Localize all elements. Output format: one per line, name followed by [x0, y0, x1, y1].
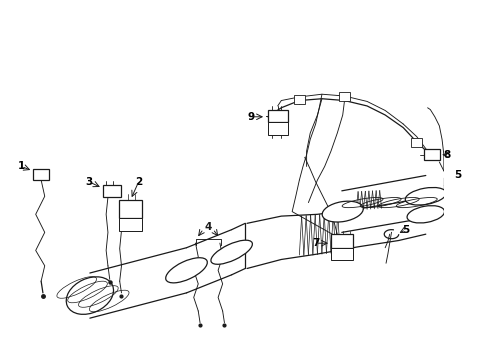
Text: 5: 5: [454, 171, 461, 180]
Text: 1: 1: [18, 161, 25, 171]
Ellipse shape: [211, 240, 252, 264]
Bar: [487, 287, 490, 307]
Bar: [331, 248, 353, 260]
Bar: [268, 109, 288, 122]
Text: 7: 7: [312, 238, 319, 248]
Bar: [33, 169, 49, 180]
Ellipse shape: [405, 188, 446, 205]
Ellipse shape: [322, 201, 363, 222]
Bar: [268, 122, 288, 135]
Bar: [119, 218, 142, 230]
Text: 8: 8: [444, 150, 451, 160]
Text: 3: 3: [85, 177, 93, 187]
Text: 4: 4: [204, 222, 212, 232]
Text: 9: 9: [247, 112, 254, 122]
Bar: [102, 185, 121, 197]
Bar: [331, 234, 353, 248]
Bar: [411, 139, 422, 148]
Bar: [119, 200, 142, 218]
Text: 5: 5: [402, 225, 410, 235]
Ellipse shape: [407, 206, 444, 223]
Text: 2: 2: [135, 177, 142, 187]
Bar: [294, 95, 305, 104]
Bar: [424, 149, 440, 160]
Ellipse shape: [166, 258, 207, 283]
Ellipse shape: [66, 277, 114, 314]
Bar: [339, 91, 350, 100]
